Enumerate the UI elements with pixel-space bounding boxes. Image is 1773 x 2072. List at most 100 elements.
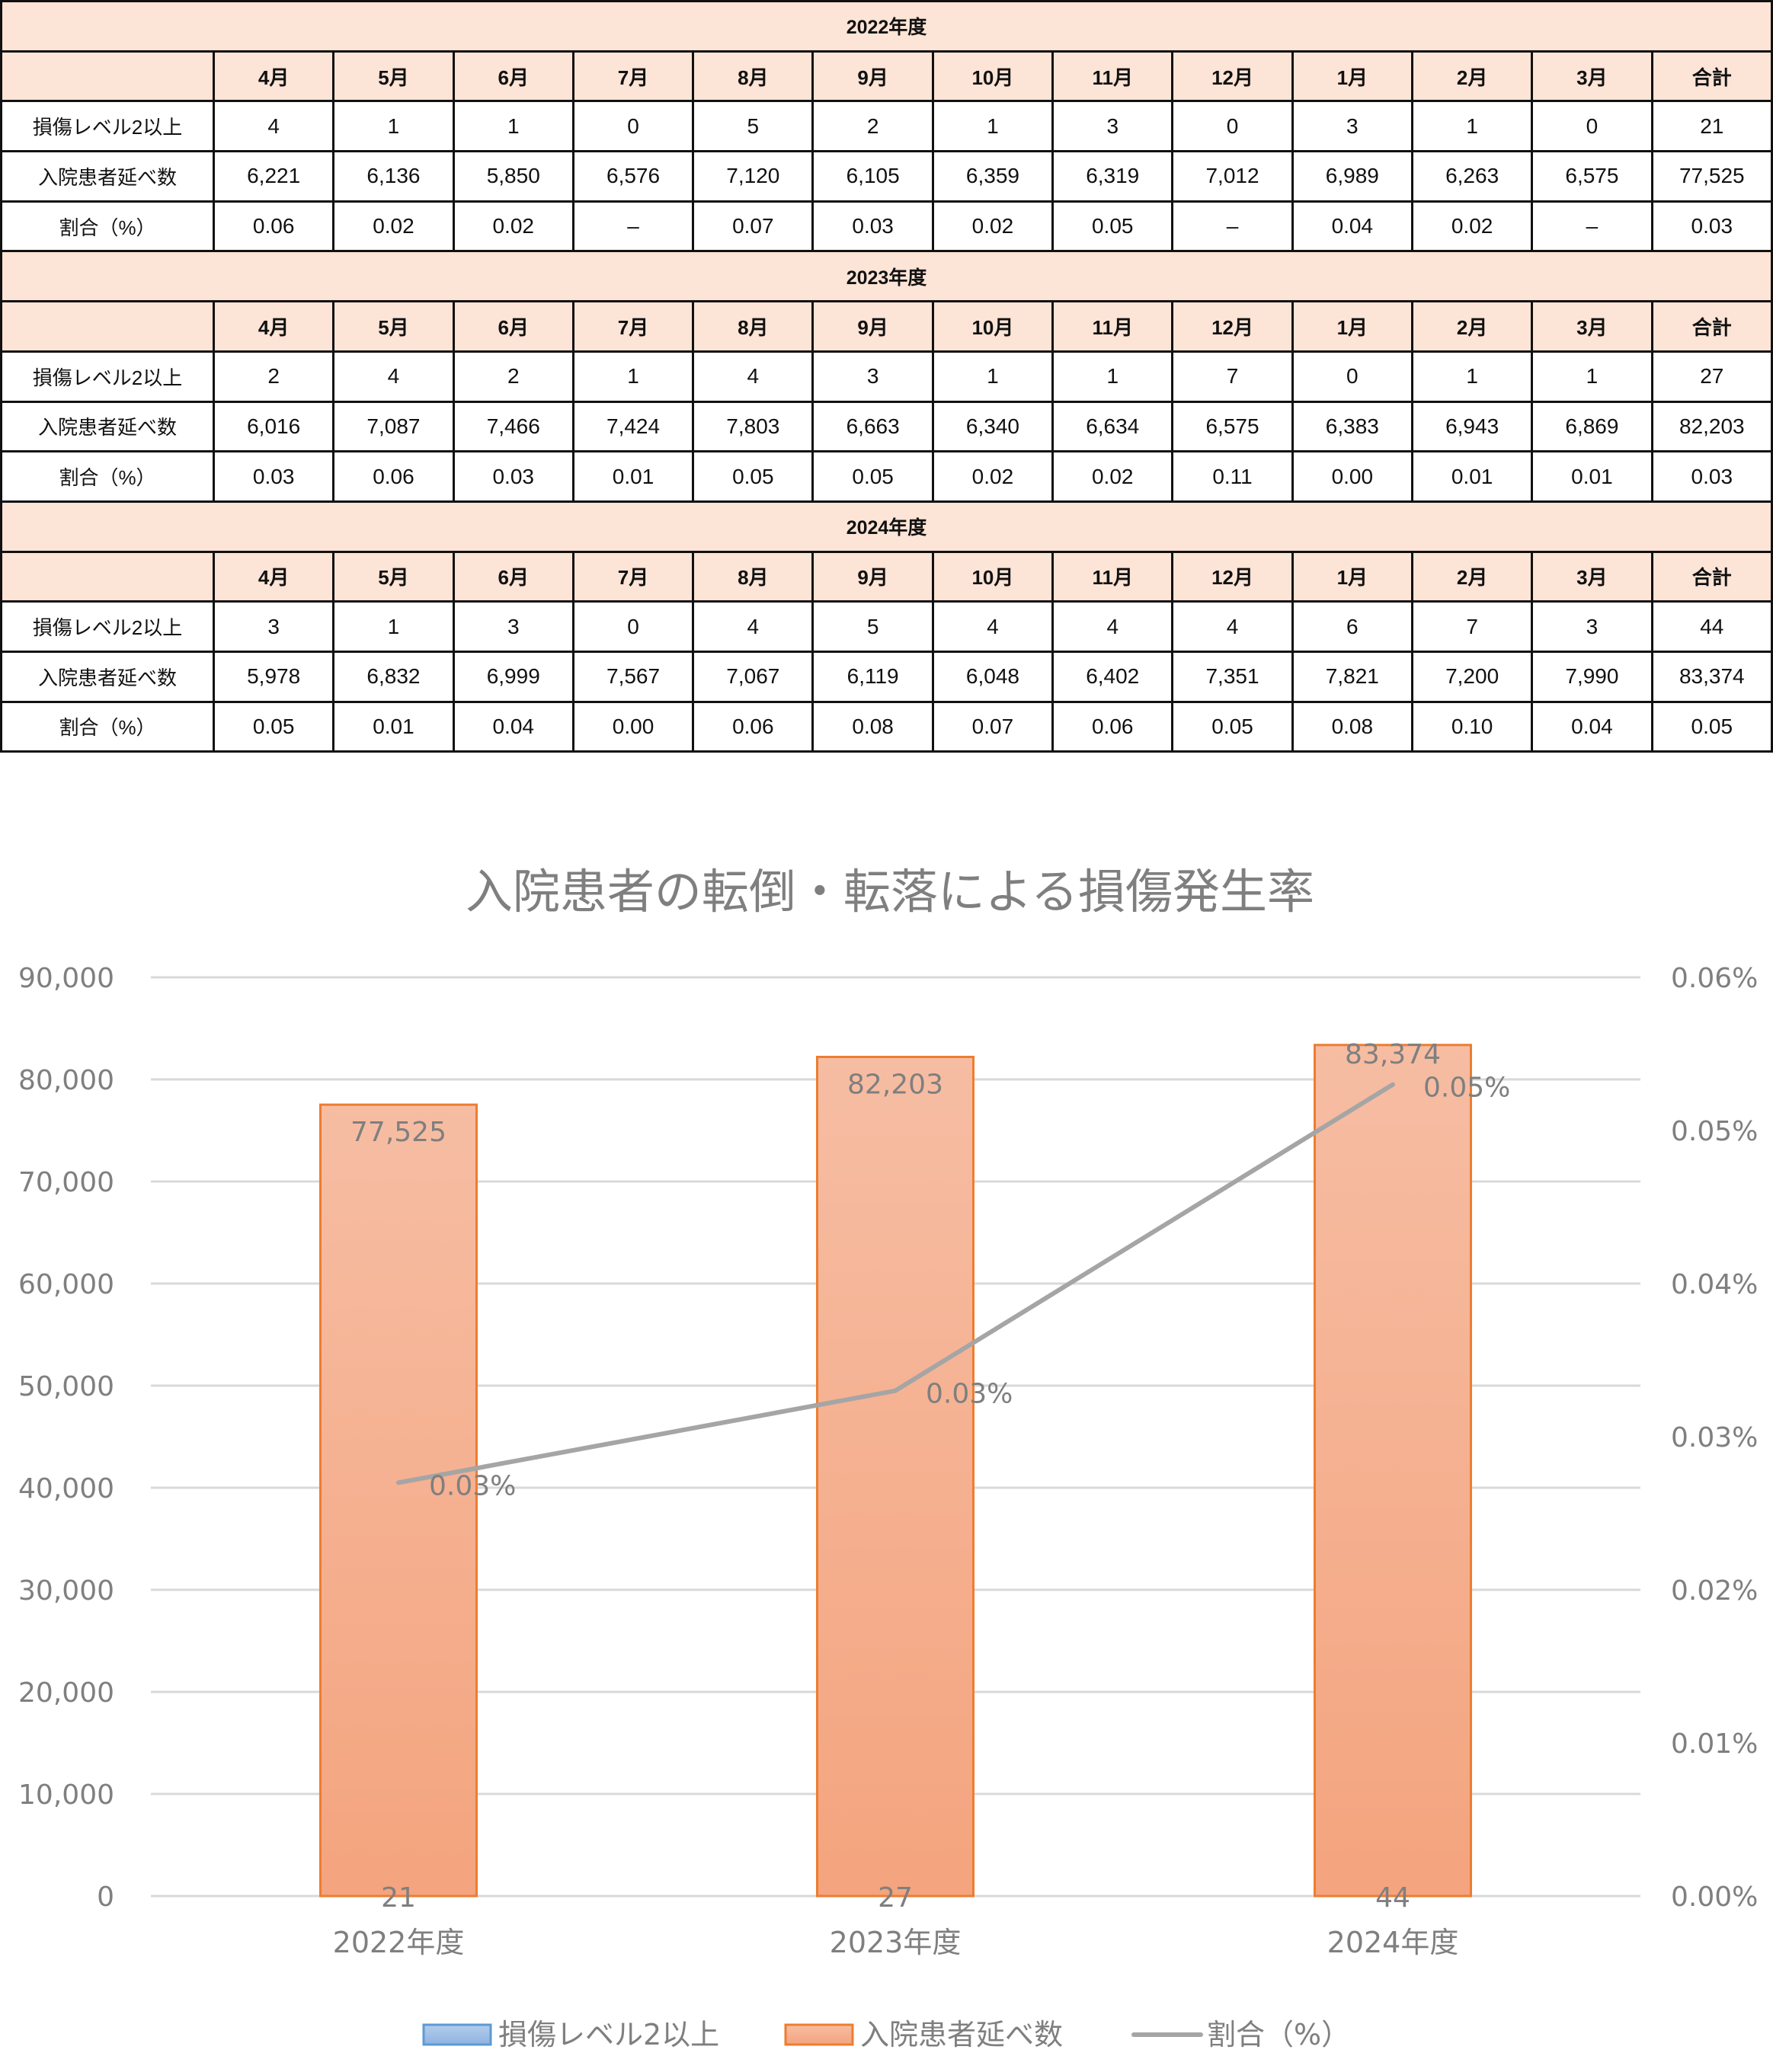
table-cell: 1 — [452, 100, 574, 153]
table-cell: 0.04 — [1531, 700, 1653, 753]
legend-swatch-patients — [784, 2023, 854, 2046]
bars: 77,525 82,203 83,374 21 27 44 — [319, 1039, 1472, 1914]
table-cell: 4 — [1051, 600, 1174, 653]
row-label: 入院患者延べ数 — [0, 650, 215, 703]
table-cell: 0.07 — [931, 700, 1055, 753]
table-cell: – — [571, 200, 695, 253]
column-header: 8月 — [692, 50, 814, 103]
year-header-row: 2024年度 — [0, 500, 1773, 553]
year-title: 2023年度 — [0, 250, 1773, 303]
table-cell: 5 — [692, 100, 814, 153]
table-cell: 0.03 — [1650, 450, 1773, 503]
column-header: 6月 — [452, 550, 574, 603]
table-cell: 6,221 — [212, 150, 335, 203]
table-row: 入院患者延べ数 6,221 6,136 5,850 6,576 7,120 6,105 6,3… — [0, 150, 1773, 203]
table-cell: 7 — [1171, 350, 1294, 403]
table-cell: 0.05 — [1650, 700, 1773, 753]
table-row: 割合（%） 0.05 0.01 0.04 0.00 0.06 0.08 0.07 0.06 0.0… — [0, 700, 1773, 753]
table-cell: 6,383 — [1291, 400, 1413, 453]
table-cell: 6,016 — [212, 400, 335, 453]
year-title: 2022年度 — [0, 0, 1773, 53]
table-cell: 44 — [1650, 600, 1773, 653]
corner-cell — [0, 50, 215, 103]
injury-count-label: 44 — [1375, 1882, 1410, 1914]
table-cell: 0.05 — [692, 450, 814, 503]
column-header: 7月 — [571, 550, 695, 603]
right-axis-tick: 0.05% — [1671, 1116, 1758, 1147]
column-header: 11月 — [1051, 550, 1174, 603]
table-cell: 0.11 — [1171, 450, 1294, 503]
column-header: 9月 — [811, 300, 934, 353]
row-label: 損傷レベル2以上 — [0, 600, 215, 653]
column-header: 7月 — [571, 300, 695, 353]
table-row: 損傷レベル2以上 2 4 2 1 4 3 1 1 7 0 1 1 27 — [0, 350, 1773, 403]
table-cell: 0.02 — [931, 200, 1055, 253]
injury-count-label: 27 — [878, 1882, 913, 1914]
column-header: 2月 — [1410, 50, 1534, 103]
column-header: 1月 — [1291, 300, 1413, 353]
table-cell: 6,575 — [1531, 150, 1653, 203]
table-cell: 1 — [1410, 100, 1534, 153]
column-header: 6月 — [452, 50, 574, 103]
table-cell: 7,567 — [571, 650, 695, 703]
left-axis-tick: 10,000 — [18, 1779, 114, 1811]
table-cell: 0.05 — [1051, 200, 1174, 253]
table-cell: 0.06 — [1051, 700, 1174, 753]
column-header: 11月 — [1051, 50, 1174, 103]
table-cell: 7,120 — [692, 150, 814, 203]
table-cell: 0.06 — [212, 200, 335, 253]
table-cell: 0.01 — [571, 450, 695, 503]
table-cell: 0.03 — [452, 450, 574, 503]
table-cell: 4 — [692, 350, 814, 403]
column-header: 4月 — [212, 550, 335, 603]
left-axis-tick: 40,000 — [18, 1473, 114, 1504]
table-cell: 7,466 — [452, 400, 574, 453]
table-cell: 0.02 — [332, 200, 455, 253]
left-axis-tick: 20,000 — [18, 1677, 114, 1709]
table-cell: 6,999 — [452, 650, 574, 703]
column-header: 2月 — [1410, 550, 1534, 603]
column-header: 4月 — [212, 50, 335, 103]
table-cell: 0.07 — [692, 200, 814, 253]
legend-swatch-injury — [422, 2023, 492, 2046]
table-cell: 6 — [1291, 600, 1413, 653]
left-axis-tick: 60,000 — [18, 1269, 114, 1300]
table-cell: 6,105 — [811, 150, 934, 203]
rate-value-label: 0.05% — [1423, 1073, 1510, 1104]
year-header-row: 2022年度 — [0, 0, 1773, 53]
table-cell: 3 — [811, 350, 934, 403]
table-cell: 0.02 — [1410, 200, 1534, 253]
row-label: 割合（%） — [0, 450, 215, 503]
table-row: 損傷レベル2以上 3 1 3 0 4 5 4 4 4 6 7 3 44 — [0, 600, 1773, 653]
table-cell: 6,119 — [811, 650, 934, 703]
table-cell: 6,402 — [1051, 650, 1174, 703]
table-cell: 1 — [1051, 350, 1174, 403]
injury-count-label: 21 — [381, 1882, 416, 1914]
table-cell: 6,943 — [1410, 400, 1534, 453]
bar-patient-days — [816, 1055, 975, 1898]
column-header: 合計 — [1650, 300, 1773, 353]
table-cell: 0.05 — [212, 700, 335, 753]
table-cell: 1 — [1410, 350, 1534, 403]
table-cell: 7,821 — [1291, 650, 1413, 703]
column-header: 6月 — [452, 300, 574, 353]
table-cell: 7,012 — [1171, 150, 1294, 203]
left-axis-tick: 0 — [97, 1882, 114, 1913]
table-cell: 6,989 — [1291, 150, 1413, 203]
table-cell: 82,203 — [1650, 400, 1773, 453]
column-header: 10月 — [931, 50, 1055, 103]
table-cell: 0.03 — [212, 450, 335, 503]
column-header: 合計 — [1650, 50, 1773, 103]
table-cell: 4 — [212, 100, 335, 153]
table-cell: 4 — [1171, 600, 1294, 653]
table-cell: 0.01 — [332, 700, 455, 753]
column-header: 3月 — [1531, 300, 1653, 353]
right-axis: 0.00% 0.01% 0.02% 0.03% 0.04% 0.05% 0.06% — [1671, 963, 1758, 1913]
right-axis-tick: 0.00% — [1671, 1882, 1758, 1913]
monthly-data-table: 2022年度 4月 5月 6月 7月 8月 9月 10月 11月 12月 1月 2月 3月 合計 損傷レベル… — [0, 0, 1773, 753]
table-cell: 1 — [571, 350, 695, 403]
row-label: 損傷レベル2以上 — [0, 100, 215, 153]
legend-label-injury: 損傷レベル2以上 — [498, 2018, 719, 2051]
table-cell: 0.05 — [1171, 700, 1294, 753]
bar-value-label: 83,374 — [1345, 1039, 1441, 1070]
